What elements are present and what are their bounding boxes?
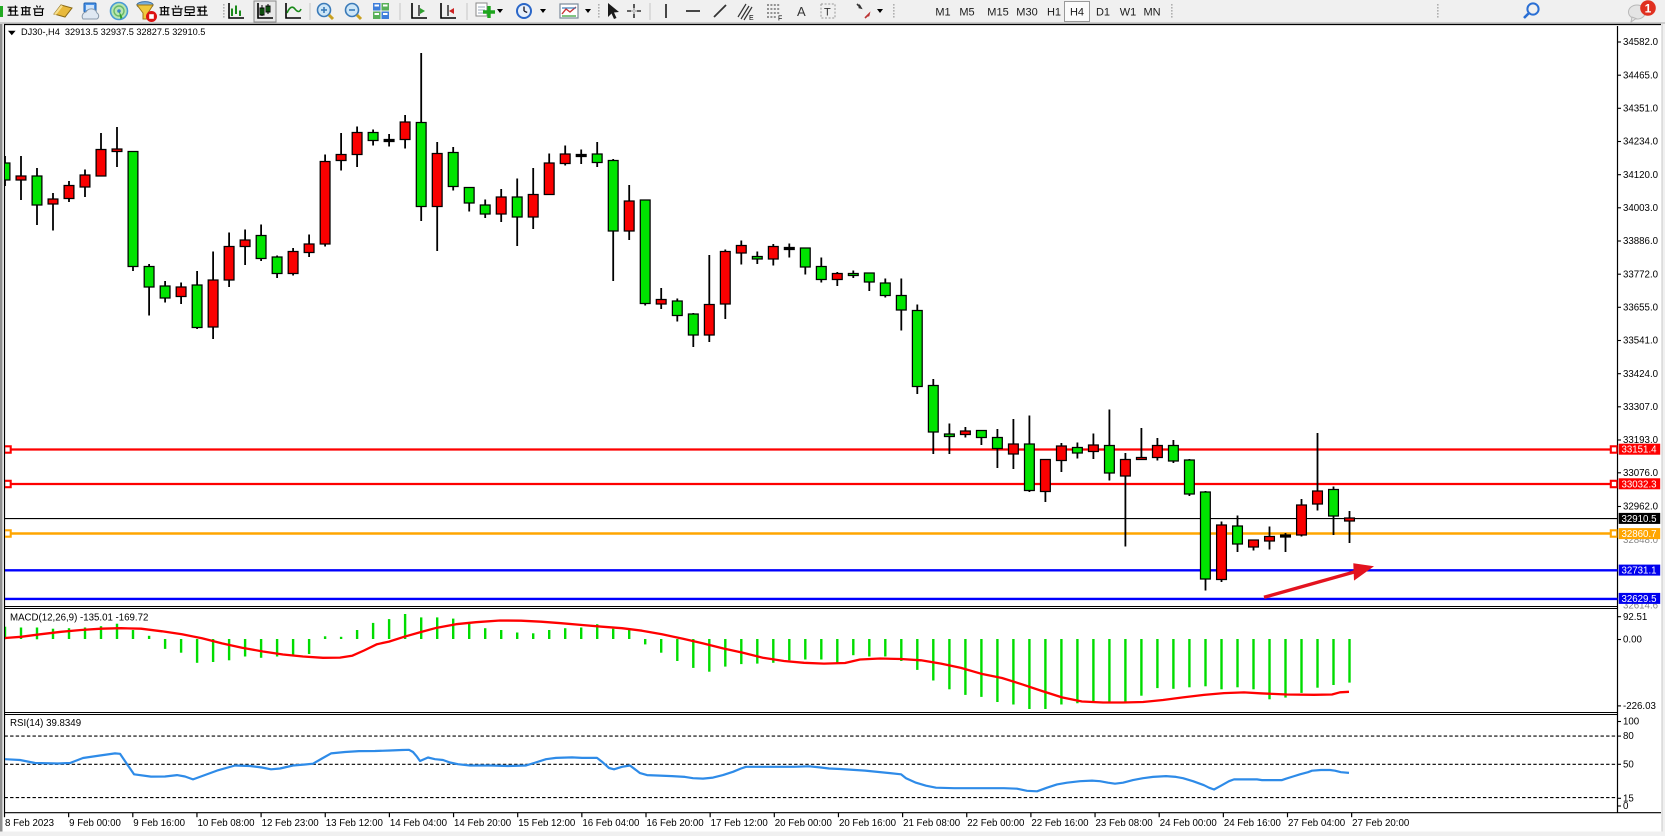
svg-text:22 Feb 00:00: 22 Feb 00:00: [967, 818, 1025, 829]
svg-text:A: A: [797, 4, 806, 19]
svg-text:32860.7: 32860.7: [1622, 529, 1657, 540]
svg-text:14 Feb 04:00: 14 Feb 04:00: [390, 818, 448, 829]
svg-text:0: 0: [1623, 801, 1629, 812]
svg-text:M30: M30: [1016, 7, 1037, 19]
svg-text:34003.0: 34003.0: [1623, 203, 1659, 214]
svg-text:E: E: [749, 15, 754, 22]
svg-text:0.00: 0.00: [1623, 635, 1642, 646]
svg-text:F: F: [778, 16, 782, 23]
svg-text:MN: MN: [1143, 7, 1160, 19]
svg-text:33655.0: 33655.0: [1623, 302, 1659, 313]
svg-text:33032.3: 33032.3: [1622, 479, 1657, 490]
svg-text:8 Feb 2023: 8 Feb 2023: [5, 818, 54, 829]
svg-text:32962.0: 32962.0: [1623, 502, 1659, 513]
svg-text:17 Feb 12:00: 17 Feb 12:00: [711, 818, 769, 829]
svg-text:DJ30-,H4 32913.5 32937.5 3282: DJ30-,H4 32913.5 32937.5 32827.5 32910.5: [21, 27, 205, 37]
svg-text:33541.0: 33541.0: [1623, 336, 1659, 347]
svg-text:32910.5: 32910.5: [1622, 514, 1657, 525]
svg-text:9 Feb 00:00: 9 Feb 00:00: [69, 818, 121, 829]
svg-text:-226.03: -226.03: [1623, 701, 1656, 712]
svg-text:33076.0: 33076.0: [1623, 468, 1659, 479]
svg-text:23 Feb 08:00: 23 Feb 08:00: [1096, 818, 1154, 829]
svg-text:100: 100: [1623, 717, 1640, 728]
svg-text:13 Feb 12:00: 13 Feb 12:00: [326, 818, 384, 829]
svg-text:12 Feb 23:00: 12 Feb 23:00: [262, 818, 320, 829]
svg-text:50: 50: [1623, 759, 1634, 770]
svg-text:16 Feb 20:00: 16 Feb 20:00: [647, 818, 705, 829]
svg-text:33772.0: 33772.0: [1623, 269, 1659, 280]
svg-text:32629.5: 32629.5: [1622, 594, 1657, 605]
svg-text:20 Feb 00:00: 20 Feb 00:00: [775, 818, 833, 829]
svg-text:33424.0: 33424.0: [1623, 369, 1659, 380]
svg-text:RSI(14) 39.8349: RSI(14) 39.8349: [10, 718, 81, 729]
svg-text:W1: W1: [1120, 7, 1137, 19]
svg-text:D1: D1: [1096, 7, 1110, 19]
svg-text:34120.0: 34120.0: [1623, 170, 1659, 181]
svg-text:10 Feb 08:00: 10 Feb 08:00: [197, 818, 255, 829]
svg-text:80: 80: [1623, 731, 1634, 742]
svg-text:15 Feb 12:00: 15 Feb 12:00: [518, 818, 576, 829]
svg-text:24 Feb 00:00: 24 Feb 00:00: [1160, 818, 1218, 829]
svg-text:9 Feb 16:00: 9 Feb 16:00: [133, 818, 185, 829]
svg-text:34465.0: 34465.0: [1623, 70, 1659, 81]
svg-text:34234.0: 34234.0: [1623, 137, 1659, 148]
svg-text:H4: H4: [1070, 7, 1084, 19]
svg-text:H1: H1: [1047, 7, 1061, 19]
svg-text:32731.1: 32731.1: [1622, 566, 1657, 577]
svg-text:21 Feb 08:00: 21 Feb 08:00: [903, 818, 961, 829]
svg-text:T: T: [824, 7, 831, 19]
svg-text:14 Feb 20:00: 14 Feb 20:00: [454, 818, 512, 829]
svg-text:34582.0: 34582.0: [1623, 37, 1659, 48]
svg-text:33886.0: 33886.0: [1623, 236, 1659, 247]
svg-text:M5: M5: [959, 7, 974, 19]
svg-text:M1: M1: [935, 7, 950, 19]
svg-text:92.51: 92.51: [1623, 612, 1647, 623]
svg-text:32614.6: 32614.6: [1623, 600, 1658, 611]
svg-text:27 Feb 04:00: 27 Feb 04:00: [1288, 818, 1346, 829]
svg-text:33151.4: 33151.4: [1622, 445, 1658, 456]
svg-text:M15: M15: [987, 7, 1008, 19]
svg-text:34351.0: 34351.0: [1623, 103, 1659, 114]
svg-text:1: 1: [1645, 2, 1652, 16]
svg-text:33307.0: 33307.0: [1623, 402, 1659, 413]
svg-text:27 Feb 20:00: 27 Feb 20:00: [1352, 818, 1410, 829]
svg-text:22 Feb 16:00: 22 Feb 16:00: [1031, 818, 1089, 829]
svg-text:32848.0: 32848.0: [1623, 535, 1659, 546]
svg-text:20 Feb 16:00: 20 Feb 16:00: [839, 818, 897, 829]
svg-text:24 Feb 16:00: 24 Feb 16:00: [1224, 818, 1282, 829]
svg-text:16 Feb 04:00: 16 Feb 04:00: [582, 818, 640, 829]
svg-text:33193.0: 33193.0: [1623, 435, 1659, 446]
svg-text:15: 15: [1623, 793, 1634, 804]
svg-text:MACD(12,26,9) -135.01 -169.72: MACD(12,26,9) -135.01 -169.72: [10, 613, 148, 624]
